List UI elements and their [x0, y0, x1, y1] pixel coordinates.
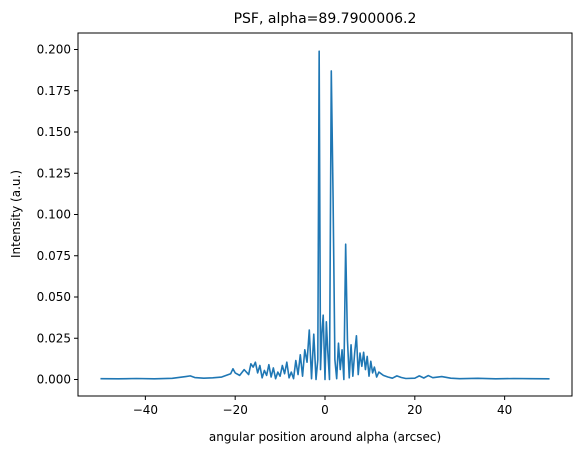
y-axis-ticks: 0.000 0.025 0.050 0.075 0.100 0.125 0.150 0.175…: [37, 43, 78, 387]
series-layer: [100, 50, 550, 381]
y-tick-label: 0.175: [37, 84, 71, 98]
chart-title: PSF, alpha=89.7900006.2: [234, 11, 417, 27]
y-tick-label: 0.075: [37, 249, 71, 263]
x-tick-label: 40: [497, 403, 512, 417]
plot-area: 0.000 0.025 0.050 0.075 0.100 0.125 0.150 0.175…: [37, 32, 573, 417]
x-tick-label: −20: [223, 403, 248, 417]
x-tick-label: 20: [407, 403, 422, 417]
series-line-0: [100, 50, 550, 381]
y-tick-label: 0.050: [37, 290, 71, 304]
x-tick-label: −40: [133, 403, 158, 417]
x-tick-label: 0: [321, 403, 329, 417]
y-tick-label: 0.200: [37, 43, 71, 57]
y-axis-label: Intensity (a.u.): [9, 170, 23, 258]
y-tick-label: 0.150: [37, 125, 71, 139]
y-tick-label: 0.125: [37, 166, 71, 180]
y-tick-label: 0.100: [37, 208, 71, 222]
y-tick-label: 0.000: [37, 373, 71, 387]
x-axis-ticks: −40 −20 0 20 40: [133, 396, 512, 417]
plot-frame: [77, 32, 573, 397]
x-axis-label: angular position around alpha (arcsec): [209, 430, 441, 444]
y-tick-label: 0.025: [37, 331, 71, 345]
